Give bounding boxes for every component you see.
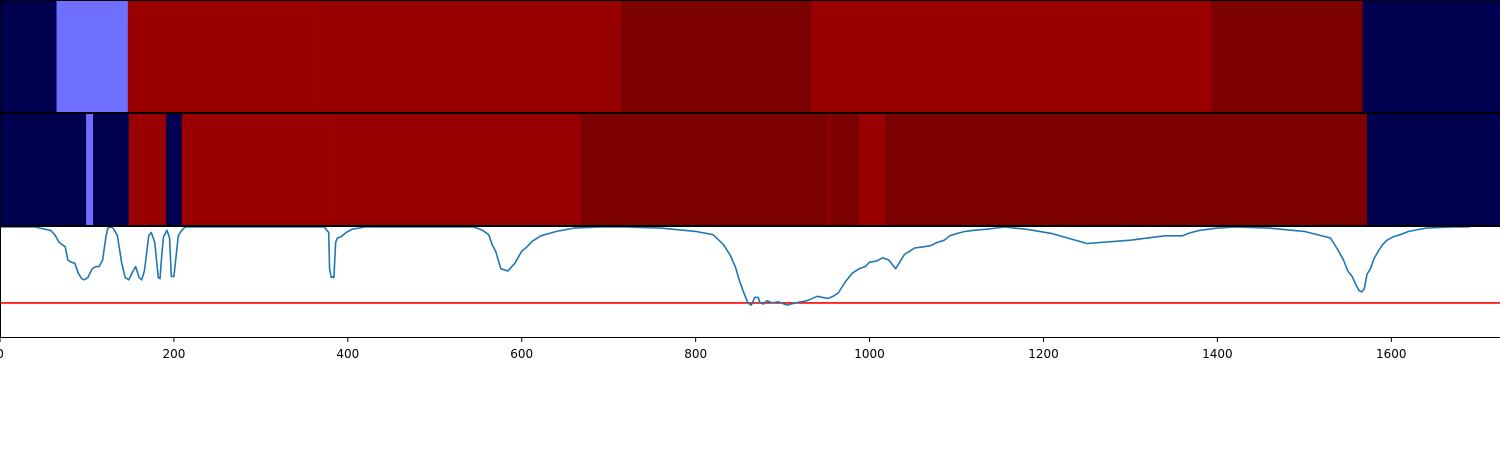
line-plot-panel: [0, 226, 1500, 338]
heatmap-panel-bottom: [0, 114, 1500, 225]
heatmap-bottom-segment: [859, 114, 886, 225]
x-tick-label: 0: [0, 347, 4, 361]
heatmap-bottom-segment: [885, 114, 1368, 225]
heatmap-bottom-segment: [166, 114, 183, 225]
line-plot-frame: [0, 226, 1500, 338]
heatmap-top-segment: [127, 1, 319, 112]
heatmap-panel-top: [0, 1, 1500, 112]
heatmap-top-segment: [1362, 1, 1500, 112]
x-tick-label: 1000: [854, 347, 885, 361]
heatmap-bottom-segment: [1366, 114, 1500, 225]
heatmap-bottom-segment: [0, 114, 87, 225]
heatmap-bottom-segment: [86, 114, 94, 225]
x-tick-label: 1600: [1376, 347, 1407, 361]
x-axis: 0 200 400 600 800 1000 1200 1400 1600: [0, 338, 1407, 361]
heatmap-bottom-frame: [0, 113, 1500, 226]
x-tick-label: 800: [684, 347, 707, 361]
x-tick-label: 1400: [1202, 347, 1233, 361]
line-plot-background: [0, 226, 1500, 338]
heatmap-bottom-segment: [831, 114, 860, 225]
heatmap-bottom-segment: [181, 114, 335, 225]
x-tick-label: 200: [162, 347, 185, 361]
heatmap-top-frame: [0, 0, 1500, 113]
heatmap-top-segment: [620, 1, 812, 112]
x-tick-label: 1200: [1028, 347, 1059, 361]
heatmap-top-segment: [318, 1, 622, 112]
heatmap-top-segment: [1211, 1, 1364, 112]
heatmap-bottom-segment: [93, 114, 130, 225]
series-line: [0, 226, 1470, 306]
x-tick-label: 400: [336, 347, 359, 361]
x-tick-label: 600: [510, 347, 533, 361]
heatmap-bottom-segment: [580, 114, 828, 225]
heatmap-bottom-segment: [826, 114, 832, 225]
heatmap-top-segment: [0, 1, 57, 112]
heatmap-top-segment: [811, 1, 1212, 112]
heatmap-top-segment: [56, 1, 129, 112]
heatmap-bottom-segment: [333, 114, 582, 225]
heatmap-bottom-segment: [128, 114, 167, 225]
